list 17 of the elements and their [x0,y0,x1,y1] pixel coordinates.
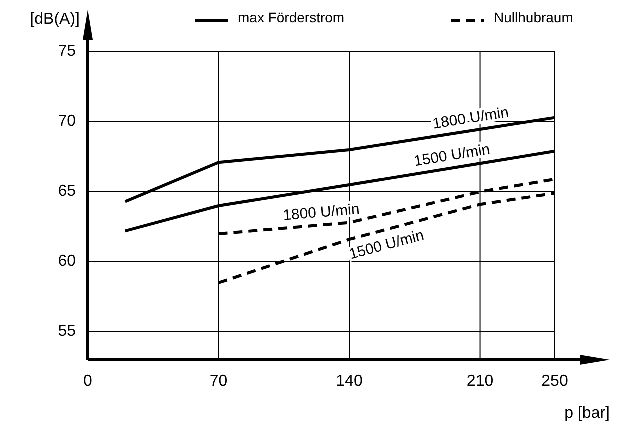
y-tick-label: 60 [58,253,76,270]
x-tick-label: 250 [542,373,568,390]
y-axis-title: [dB(A)] [30,11,80,28]
text: 1500 U/min [412,141,492,170]
text: Nullhubraum [494,10,574,26]
text: 1500 U/min [347,226,426,264]
y-tick-label: 55 [58,323,76,340]
y-tick-label: 75 [58,43,76,60]
x-tick-label: 140 [336,373,363,390]
text: max Förderstrom [238,10,345,26]
series-label: 1800 U/min [282,200,360,224]
x-tick-label: 210 [466,373,494,390]
y-tick-label: 65 [58,183,76,200]
x-axis-title: p [bar] [564,405,610,422]
y-tick-label: 70 [58,113,76,130]
x-tick-label: 70 [210,373,228,390]
x-tick-label: 0 [84,373,93,390]
